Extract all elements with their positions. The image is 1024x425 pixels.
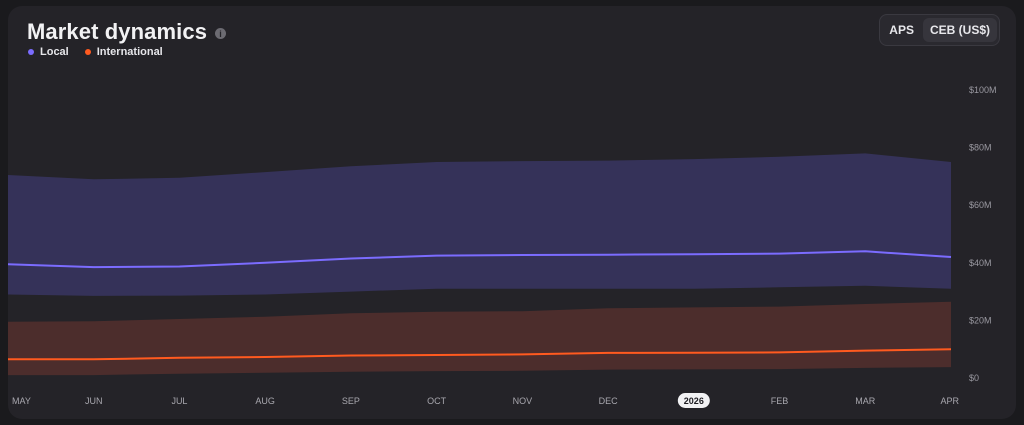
x-tick-label: JUL xyxy=(171,396,187,406)
x-tick-label: MAY xyxy=(12,396,31,406)
toggle-ceb-button[interactable]: CEB (US$) xyxy=(922,18,997,42)
y-tick-label: $80M xyxy=(969,143,992,153)
legend-label-local: Local xyxy=(40,46,69,58)
x-tick-label: APR xyxy=(940,396,959,406)
legend-dot-international xyxy=(84,49,91,55)
x-tick-label: AUG xyxy=(255,396,275,406)
x-tick-label: MAR xyxy=(855,396,876,406)
header: Market dynamics i xyxy=(27,19,227,45)
y-tick-label: $20M xyxy=(969,315,992,325)
x-tick-label: SEP xyxy=(342,396,360,406)
band-international xyxy=(8,301,951,376)
legend: Local International xyxy=(28,46,163,58)
chart-card: Market dynamics i Local International AP… xyxy=(8,6,1016,419)
x-tick-label: NOV xyxy=(513,396,533,406)
x-tick-label: JUN xyxy=(85,396,103,406)
x-tick-label: OCT xyxy=(427,396,447,406)
x-tick-label-highlighted: 2026 xyxy=(684,396,704,406)
line-local xyxy=(8,250,952,269)
legend-item-local[interactable]: Local xyxy=(28,46,69,58)
legend-label-international: International xyxy=(96,46,163,58)
legend-item-international[interactable]: International xyxy=(84,46,163,58)
y-tick-label: $60M xyxy=(969,200,992,210)
page-title: Market dynamics xyxy=(27,19,208,44)
line-international xyxy=(8,348,952,361)
area-chart: $0 $20M $40M $60M $80M $100M MAY JUN JUL AUG SEP OC… xyxy=(8,85,997,408)
y-tick-label: $0 xyxy=(969,373,979,383)
x-tick-label: FEB xyxy=(771,396,789,406)
info-icon[interactable]: i xyxy=(215,28,227,39)
toggle-aps-button[interactable]: APS xyxy=(889,23,914,37)
band-local xyxy=(8,153,951,296)
x-tick-highlight-pill xyxy=(677,393,710,408)
currency-toggle: APS CEB (US$) xyxy=(879,14,1000,46)
legend-dot-local xyxy=(28,49,34,55)
x-tick-label: DEC xyxy=(599,396,619,406)
y-tick-label: $40M xyxy=(969,258,992,268)
y-tick-label: $100M xyxy=(969,85,997,95)
